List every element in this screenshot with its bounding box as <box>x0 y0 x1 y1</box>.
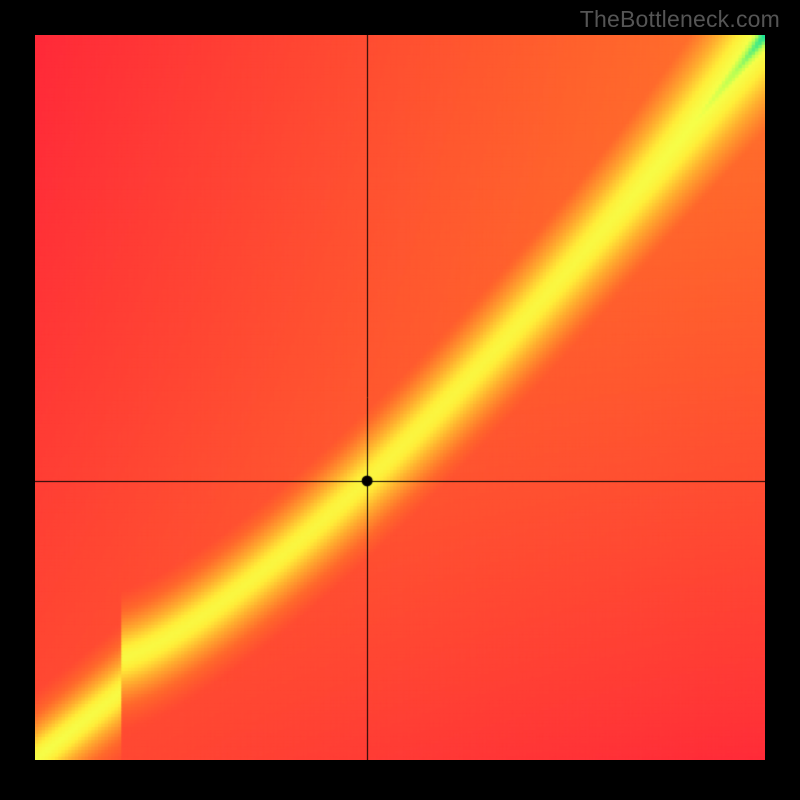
watermark-text: TheBottleneck.com <box>580 6 780 33</box>
crosshair-overlay <box>35 35 765 760</box>
